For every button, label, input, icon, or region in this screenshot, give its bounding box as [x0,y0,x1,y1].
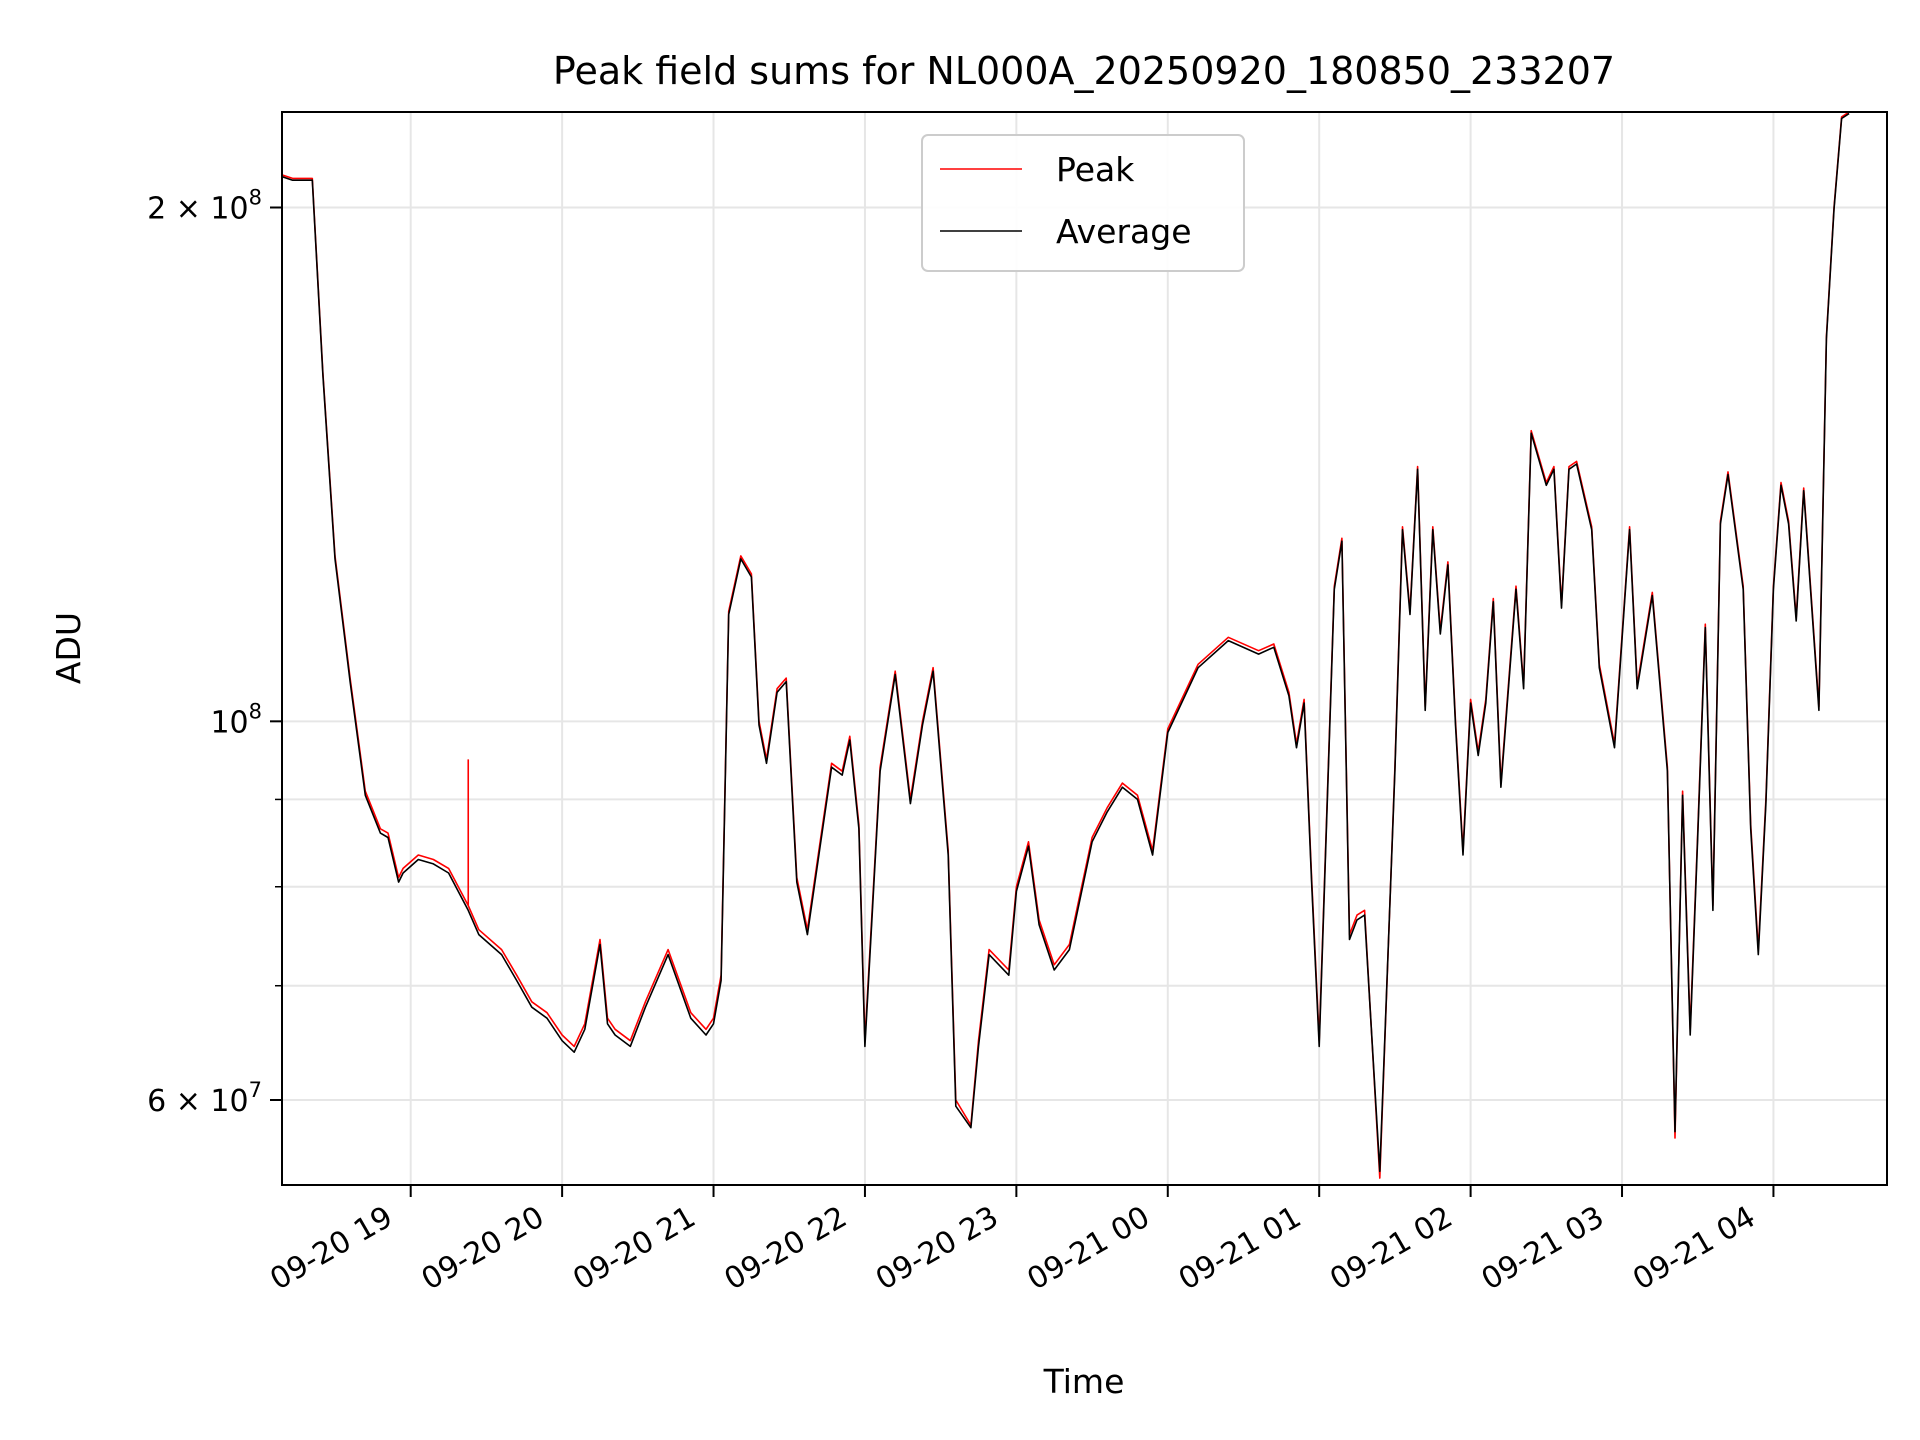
y-axis: 2 × 108 108 6 × 107 [147,186,282,1119]
plot-frame [281,111,1888,1186]
x-axis-label: Time [1043,1362,1125,1401]
series-layer [282,112,1850,1179]
series-line-average [282,112,1850,1173]
legend-average-label: Average [1056,212,1192,251]
legend-peak-label: Peak [1056,150,1135,189]
legend: Peak Average [921,134,1245,272]
y-axis-label: ADU [49,612,88,684]
y-tick-label: 6 × 107 [147,1078,262,1119]
y-tick-label: 2 × 108 [147,186,262,227]
y-tick-label: 108 [210,699,262,740]
chart-title: Peak field sums for NL000A_20250920_1808… [553,49,1615,93]
